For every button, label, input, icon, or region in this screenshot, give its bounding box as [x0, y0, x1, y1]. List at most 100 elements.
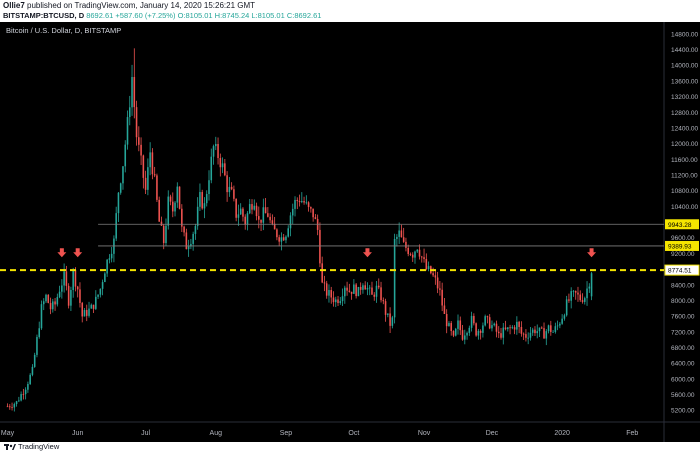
candle-body: [251, 204, 253, 210]
price-level-label: 8774.51: [668, 268, 692, 275]
candle-body: [396, 236, 398, 239]
x-tick-label: Feb: [626, 430, 638, 437]
candle-body: [203, 203, 206, 209]
candle-body: [416, 249, 419, 252]
candle-body: [522, 333, 525, 335]
candle-body: [377, 285, 380, 288]
candle-body: [577, 292, 579, 295]
candle-body: [219, 158, 222, 168]
y-tick-label: 7200.00: [671, 329, 695, 336]
candle-body: [534, 329, 536, 334]
candle-body: [133, 76, 136, 108]
candle-body: [353, 284, 355, 294]
candle-body: [559, 323, 561, 326]
candle-body: [33, 354, 36, 367]
candle-body: [289, 215, 292, 229]
candle-body: [434, 275, 437, 278]
x-tick-label: May: [1, 430, 15, 437]
candle-body: [439, 288, 441, 290]
candle-body: [85, 310, 88, 316]
candle-body: [346, 287, 348, 291]
candle-body: [405, 241, 407, 248]
candle-body: [273, 223, 276, 230]
y-tick-label: 10400.00: [671, 204, 698, 211]
candle-body: [83, 310, 86, 317]
candle-body: [108, 258, 111, 260]
candle-body: [420, 256, 423, 258]
candle-body: [128, 107, 131, 118]
candle-body: [224, 163, 226, 176]
candle-body: [149, 152, 151, 168]
candle-body: [500, 333, 502, 338]
candle-body: [484, 316, 486, 326]
candle-body: [565, 299, 568, 316]
price-label-box: [665, 219, 699, 230]
candle-body: [81, 302, 84, 317]
candle-body: [210, 156, 213, 181]
y-tick-label: 9200.00: [671, 251, 695, 258]
y-tick-label: 6800.00: [671, 345, 695, 352]
last-price: 8692.61: [86, 11, 114, 20]
candle-body: [199, 192, 201, 207]
candle-body: [550, 325, 552, 332]
y-tick-label: 14400.00: [671, 47, 698, 54]
candle-body: [140, 144, 142, 156]
candle-body: [590, 273, 593, 297]
candle-body: [185, 232, 188, 250]
candle-body: [280, 237, 283, 242]
candle-body: [568, 299, 570, 301]
price-level-label: 9943.28: [668, 222, 692, 229]
candle-body: [255, 205, 258, 217]
candle-body: [344, 287, 346, 297]
candle-body: [305, 202, 308, 204]
candle-body: [174, 202, 176, 212]
x-tick-label: Aug: [210, 430, 223, 437]
candle-body: [380, 287, 382, 301]
candle-body: [461, 330, 464, 340]
candle-body: [400, 230, 403, 238]
candle-body: [423, 257, 425, 260]
candle-body: [486, 316, 489, 318]
candle-body: [31, 366, 34, 375]
candle-body: [497, 331, 500, 334]
candle-body: [307, 202, 310, 208]
x-tick-label: 2020: [554, 430, 570, 437]
candle-body: [13, 404, 16, 408]
chart-area[interactable]: Bitcoin / U.S. Dollar, D, BITSTAMP 5200.0…: [0, 22, 700, 442]
price-label-box: [664, 264, 700, 276]
candle-body: [147, 167, 149, 190]
tradingview-brand[interactable]: TradingView: [4, 442, 59, 451]
candle-body: [42, 301, 45, 305]
candle-body: [364, 285, 366, 290]
candle-body: [142, 155, 145, 178]
chart-header: Ollie7 published on TradingView.com, Jan…: [0, 0, 700, 22]
candle-body: [488, 317, 491, 329]
candle-body: [171, 201, 174, 212]
candle-body: [196, 206, 199, 227]
candle-body: [49, 302, 52, 310]
candle-body: [371, 287, 373, 295]
candle-body: [282, 237, 285, 241]
candle-body: [466, 332, 468, 336]
publish-info: published on TradingView.com, January 14…: [27, 1, 256, 10]
arrow-down-icon: [362, 248, 372, 258]
candle-body: [194, 226, 197, 234]
candle-body: [162, 225, 165, 244]
candle-body: [18, 400, 20, 402]
candle-body: [436, 277, 439, 289]
author-name[interactable]: Ollie7: [3, 1, 25, 10]
candle-body: [117, 192, 120, 214]
candle-body: [258, 216, 260, 220]
candle-body: [24, 389, 27, 395]
candle-body: [384, 301, 387, 315]
candle-body: [192, 233, 194, 244]
candle-body: [156, 175, 158, 200]
candle-body: [176, 186, 179, 203]
candle-body: [543, 328, 545, 339]
candle-body: [319, 229, 321, 264]
candle-body: [106, 259, 108, 274]
candle-body: [339, 301, 342, 304]
candlestick-chart[interactable]: Bitcoin / U.S. Dollar, D, BITSTAMP 5200.0…: [0, 22, 700, 442]
candle-body: [387, 313, 389, 315]
y-tick-label: 9600.00: [671, 235, 695, 242]
